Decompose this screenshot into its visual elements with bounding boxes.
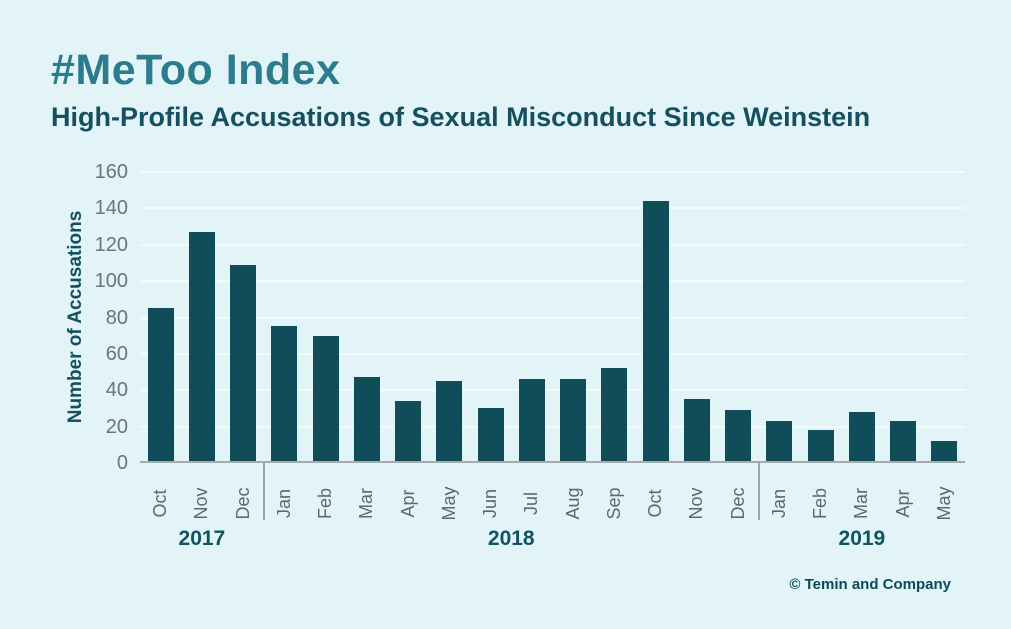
bar-jan-3 (271, 326, 298, 461)
bar-slot-aug-10 (553, 172, 594, 461)
chart-subtitle: High-Profile Accusations of Sexual Misco… (51, 102, 871, 132)
bar-slot-jun-8 (470, 172, 511, 461)
chart-title: #MeToo Index (51, 46, 341, 94)
bar-feb-16 (807, 430, 834, 461)
x-tick-label-jan-3: Jan (273, 488, 294, 519)
bar-dec-2 (230, 264, 257, 461)
bar-feb-4 (312, 335, 339, 461)
bar-jul-9 (518, 379, 545, 461)
x-tick-label-jul-9: Jul (521, 492, 542, 516)
bar-apr-6 (395, 400, 422, 461)
bar-slot-mar-17 (841, 172, 882, 461)
bar-slot-feb-4 (305, 172, 346, 461)
bar-jun-8 (477, 408, 504, 461)
bar-may-19 (931, 441, 958, 461)
bar-may-7 (436, 380, 463, 461)
bar-slot-apr-18 (883, 172, 924, 461)
y-tick-label-120: 120 (94, 233, 128, 256)
y-tick-label-0: 0 (116, 452, 128, 474)
bar-slot-jul-9 (511, 172, 552, 461)
bar-slot-apr-6 (388, 172, 429, 461)
bar-oct-12 (642, 200, 669, 461)
year-label-2018: 2018 (487, 527, 535, 550)
copyright-credit: © Temin and Company (789, 576, 951, 593)
x-tick-label-feb-16: Feb (810, 487, 831, 520)
x-tick-label-dec-2: Dec (232, 487, 253, 520)
bar-jan-15 (766, 421, 793, 461)
bar-aug-10 (560, 379, 587, 461)
bar-mar-17 (848, 411, 875, 461)
year-label-2019: 2019 (838, 527, 886, 550)
y-tick-label-100: 100 (94, 270, 128, 293)
bar-slot-may-19 (924, 172, 965, 461)
bar-slot-mar-5 (346, 172, 387, 461)
gridline-120 (140, 243, 965, 246)
y-tick-label-160: 160 (94, 161, 128, 183)
year-separator-2019 (757, 463, 760, 520)
gridline-140 (140, 207, 965, 210)
x-tick-label-may-19: May (933, 486, 954, 521)
x-tick-label-aug-10: Aug (562, 487, 583, 520)
bar-dec-14 (725, 410, 752, 461)
x-tick-label-feb-4: Feb (315, 487, 336, 520)
bar-slot-jan-3 (264, 172, 305, 461)
bar-slot-oct-0 (140, 172, 181, 461)
y-tick-label-80: 80 (105, 306, 128, 329)
bar-nov-13 (683, 399, 710, 461)
gridline-80 (140, 316, 965, 319)
x-tick-label-apr-18: Apr (892, 489, 913, 518)
x-tick-label-oct-0: Oct (150, 489, 171, 518)
bar-slot-sep-11 (594, 172, 635, 461)
bar-apr-18 (890, 421, 917, 461)
x-tick-label-sep-11: Sep (603, 487, 624, 520)
x-tick-label-jun-8: Jun (480, 488, 501, 519)
year-separator-2018 (262, 463, 265, 520)
bar-oct-0 (147, 308, 174, 461)
bar-slot-jan-15 (759, 172, 800, 461)
x-tick-label-dec-14: Dec (727, 487, 748, 520)
gridline-60 (140, 352, 965, 355)
y-tick-label-60: 60 (105, 342, 128, 365)
y-axis-tick-labels: 160 140 120 100 80 60 40 20 0 (0, 162, 128, 473)
gridline-20 (140, 425, 965, 428)
bar-sep-11 (601, 368, 628, 461)
x-tick-label-nov-13: Nov (686, 487, 707, 520)
bar-slot-nov-1 (181, 172, 222, 461)
bar-slot-may-7 (429, 172, 470, 461)
bar-slot-nov-13 (676, 172, 717, 461)
x-tick-label-nov-1: Nov (191, 487, 212, 520)
bar-nov-1 (188, 231, 215, 461)
bar-mar-5 (353, 377, 380, 461)
bar-slot-feb-16 (800, 172, 841, 461)
year-label-2017: 2017 (178, 527, 226, 550)
y-tick-label-40: 40 (105, 379, 128, 402)
x-tick-label-mar-17: Mar (851, 488, 872, 519)
gridline-100 (140, 280, 965, 283)
gridline-160 (140, 171, 965, 173)
bar-slot-dec-2 (223, 172, 264, 461)
gridline-40 (140, 389, 965, 392)
x-tick-label-mar-5: Mar (356, 488, 377, 519)
x-tick-label-may-7: May (438, 486, 459, 521)
plot-area (140, 171, 965, 463)
y-tick-label-140: 140 (94, 197, 128, 220)
bar-slot-oct-12 (635, 172, 676, 461)
x-tick-label-oct-12: Oct (645, 489, 666, 518)
y-tick-label-20: 20 (105, 415, 128, 438)
x-axis-tick-labels: Oct Nov Dec Jan Feb Mar Apr May Jun Jul Aug Sep Oct N… (140, 463, 965, 521)
bar-slot-dec-14 (718, 172, 759, 461)
x-tick-label-apr-6: Apr (397, 489, 418, 518)
x-tick-label-jan-15: Jan (768, 488, 789, 519)
